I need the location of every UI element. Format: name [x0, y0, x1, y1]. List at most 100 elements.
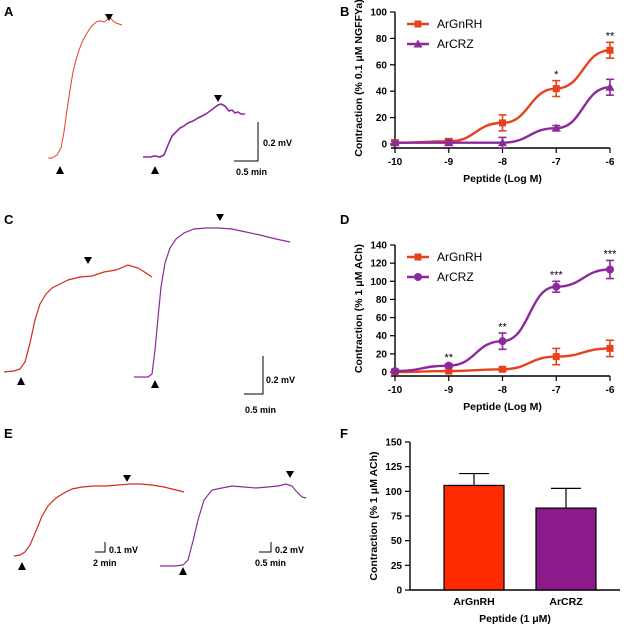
- panel-label-e: E: [4, 426, 13, 441]
- arrow-e1: [18, 562, 26, 570]
- scalebar-a: [234, 122, 259, 162]
- scalebar-e-right-y: 0.2 mV: [275, 545, 304, 555]
- data-point-argnrh: [499, 119, 506, 127]
- panel-label-c: C: [4, 212, 14, 227]
- scalebar-e-left-y: 0.1 mV: [109, 545, 138, 555]
- arrow-e2: [123, 475, 131, 482]
- panel-e-traces: 0.1 mV 2 min 0.2 mV 0.5 min: [13, 471, 307, 575]
- arrow-e4: [286, 471, 294, 478]
- y-tick-label: 0: [396, 586, 402, 597]
- scalebar-c: [244, 356, 264, 395]
- significance-label: *: [554, 69, 559, 81]
- data-point-arcrz: [552, 282, 561, 291]
- trace-c-gnrh: [3, 264, 153, 373]
- y-tick-label: 150: [385, 438, 402, 449]
- legend-label: ArGnRH: [437, 17, 482, 31]
- y-axis-label: Contraction (% 0.1 μM NGFFYa): [353, 0, 365, 157]
- data-point-arcrz: [444, 138, 454, 147]
- legend-marker: [414, 273, 422, 281]
- data-point-argnrh: [606, 344, 614, 352]
- significance-label: **: [444, 352, 453, 364]
- trace-c-crz: [134, 227, 291, 378]
- x-tick-label: ArCRZ: [549, 596, 583, 608]
- arrow-c2: [84, 257, 92, 264]
- y-tick-label: 40: [376, 331, 388, 342]
- bar-arcrz: [535, 507, 597, 591]
- y-tick-label: 80: [376, 34, 388, 45]
- arrow-c4: [216, 214, 224, 221]
- significance-label: **: [498, 321, 507, 333]
- legend-marker: [414, 20, 422, 28]
- panel-label-b: B: [340, 4, 349, 19]
- y-axis-label: Contraction (% 1 μM ACh): [368, 451, 380, 580]
- data-point-arcrz: [391, 367, 399, 376]
- scalebar-a-y: 0.2 mV: [263, 138, 292, 148]
- y-tick-label: 60: [376, 313, 388, 324]
- scalebar-a-x: 0.5 min: [236, 167, 267, 177]
- significance-label: ***: [604, 249, 618, 261]
- y-tick-label: 0: [381, 368, 387, 379]
- y-tick-label: 20: [376, 113, 388, 124]
- arrow-a3: [151, 166, 159, 174]
- scalebar-c-x: 0.5 min: [245, 405, 276, 415]
- data-point-arcrz: [551, 123, 561, 132]
- x-tick-label: -10: [388, 157, 403, 168]
- arrow-a1: [56, 166, 64, 174]
- y-tick-label: 120: [370, 259, 387, 270]
- data-point-arcrz: [390, 138, 400, 147]
- panel-label-a: A: [4, 4, 14, 19]
- scalebar-c-y: 0.2 mV: [266, 375, 295, 385]
- data-point-argnrh: [499, 365, 506, 373]
- y-tick-label: 60: [376, 60, 388, 71]
- data-point-argnrh: [445, 367, 453, 375]
- scalebar-e-left-x: 2 min: [93, 558, 117, 568]
- data-point-arcrz: [444, 361, 453, 370]
- y-tick-label: 40: [376, 87, 388, 98]
- x-tick-label: -8: [498, 157, 507, 168]
- x-tick-label: -8: [498, 385, 507, 396]
- bar-argnrh: [443, 484, 505, 591]
- y-tick-label: 125: [385, 462, 402, 473]
- x-axis-label: Peptide (1 μM): [479, 613, 551, 625]
- x-tick-label: -7: [552, 385, 561, 396]
- legend-label: ArGnRH: [437, 250, 482, 264]
- scalebar-e-right-x: 0.5 min: [255, 558, 286, 568]
- data-point-arcrz: [498, 337, 507, 346]
- panel-label-d: D: [340, 212, 349, 227]
- y-tick-label: 100: [385, 487, 402, 498]
- x-tick-label: -6: [606, 157, 615, 168]
- data-point-argnrh: [552, 353, 560, 361]
- significance-label: ***: [550, 270, 564, 282]
- x-tick-label: ArGnRH: [453, 596, 494, 608]
- trace-a-crz: [143, 103, 245, 158]
- legend-marker: [414, 253, 422, 261]
- panel-c-traces: 0.2 mV 0.5 min: [3, 214, 295, 415]
- y-tick-label: 100: [370, 277, 387, 288]
- data-point-argnrh: [606, 46, 614, 54]
- y-tick-label: 20: [376, 349, 388, 360]
- data-point-arcrz: [498, 138, 507, 147]
- y-tick-label: 75: [391, 512, 403, 523]
- x-tick-label: -10: [388, 385, 403, 396]
- chart-b: 0 20 40 60 80 100 -10 -9 -8 -7 -6 Peptide (Log M) Co…: [353, 0, 615, 185]
- series-line-arcrz: [394, 86, 611, 144]
- arrow-a2: [105, 14, 113, 21]
- trace-a-gnrh: [48, 16, 123, 159]
- y-tick-label: 50: [391, 536, 403, 547]
- chart-f: 0 25 50 75 100 125 150 ArGnRH ArCRZ Peptide (1 μM…: [368, 438, 620, 625]
- scalebar-e-right: [259, 542, 272, 553]
- arrow-a4: [214, 95, 222, 102]
- y-tick-label: 25: [391, 561, 403, 572]
- legend-marker: [413, 39, 423, 48]
- x-tick-label: -6: [606, 385, 615, 396]
- scalebar-e-left: [95, 542, 106, 553]
- data-point-arcrz: [605, 82, 615, 91]
- y-axis-label: Contraction (% 1 μM ACh): [353, 244, 365, 373]
- panel-a-traces: 0.2 mV 0.5 min: [48, 14, 292, 177]
- x-tick-label: -9: [444, 385, 453, 396]
- arrow-c1: [17, 377, 25, 385]
- legend-label: ArCRZ: [437, 270, 474, 284]
- y-tick-label: 100: [370, 8, 387, 19]
- trace-e-crz: [160, 483, 307, 567]
- x-axis-label: Peptide (Log M): [463, 401, 542, 413]
